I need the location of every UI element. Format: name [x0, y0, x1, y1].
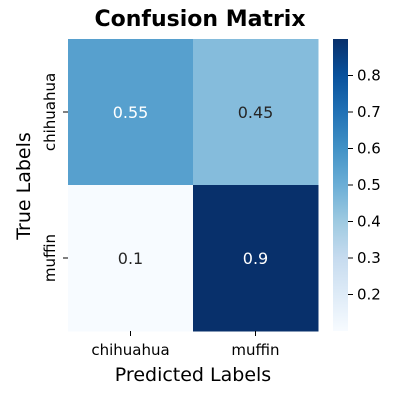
cell-value-label: 0.1 — [118, 249, 143, 268]
colorbar-tick-label: 0.5 — [357, 176, 381, 194]
y-tick-label: muffin — [41, 234, 59, 282]
cell-value-label: 0.45 — [238, 103, 274, 122]
heatmap-cells: 0.55 0.45 0.1 0.9 — [68, 39, 319, 332]
y-axis-label: True Labels — [13, 132, 35, 241]
x-axis-label: Predicted Labels — [115, 364, 271, 386]
cell-value-label: 0.9 — [243, 249, 268, 268]
colorbar-tick-label: 0.7 — [357, 103, 381, 121]
colorbar-ticks: 0.2 0.3 0.4 0.5 0.6 0.7 0.8 — [348, 67, 381, 304]
colorbar-tick-label: 0.8 — [357, 67, 381, 85]
colorbar — [333, 39, 348, 331]
colorbar-tick-label: 0.3 — [357, 249, 381, 267]
colorbar-tick-label: 0.2 — [357, 286, 381, 304]
colorbar-tick-label: 0.6 — [357, 140, 381, 158]
y-axis-ticks: chihuahua muffin — [41, 73, 68, 282]
heatmap-cell — [68, 185, 194, 332]
x-tick-label: muffin — [231, 341, 279, 359]
cell-value-label: 0.55 — [113, 103, 149, 122]
x-axis-ticks: chihuahua muffin — [91, 331, 280, 359]
x-tick-label: chihuahua — [91, 341, 169, 359]
y-tick-label: chihuahua — [41, 73, 59, 151]
heatmap-cell — [193, 39, 319, 186]
chart-title: Confusion Matrix — [94, 7, 305, 32]
colorbar-tick-label: 0.4 — [357, 213, 381, 231]
heatmap-cell — [193, 185, 319, 332]
heatmap-cell — [68, 39, 194, 186]
